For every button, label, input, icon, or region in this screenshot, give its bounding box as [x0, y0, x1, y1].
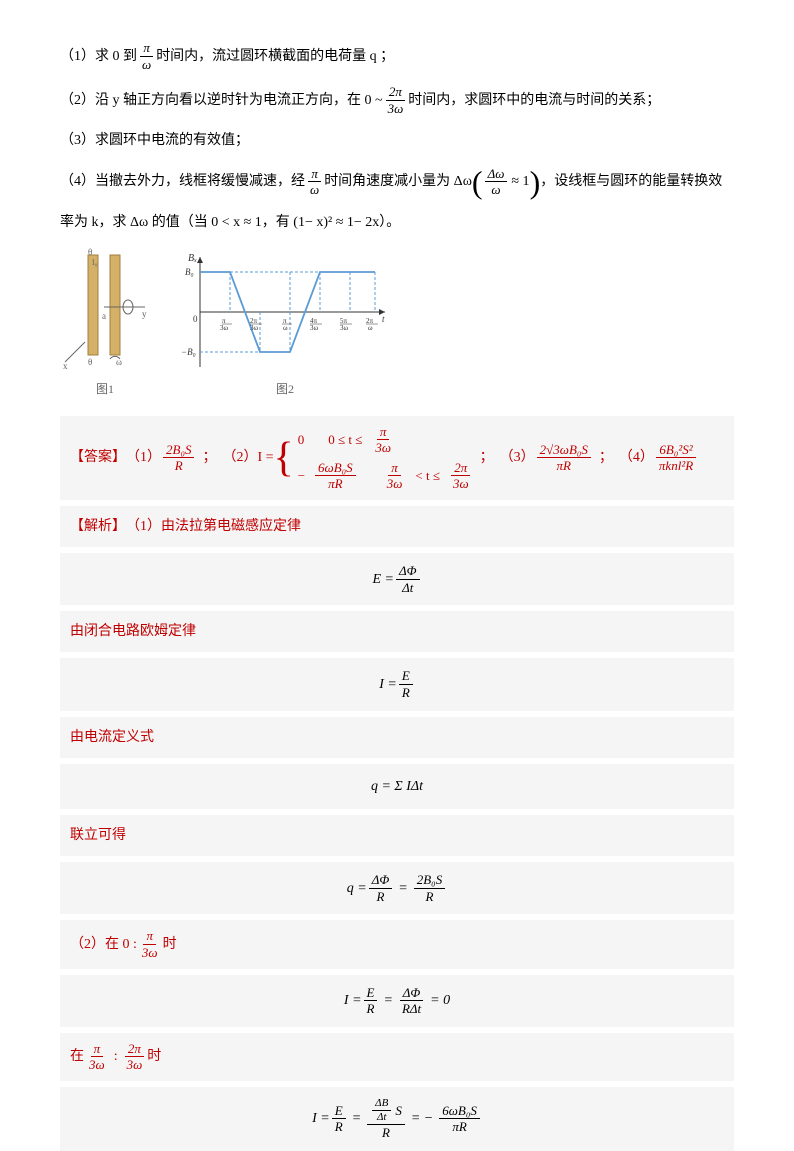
- svg-text:−B₀: −B₀: [181, 347, 196, 357]
- q4-mid1: 时间角速度减小量为 Δω: [324, 169, 472, 194]
- figure-2-svg: Bₓ B₀ −B₀ 0 t π 3ω 2π 3ω π ω: [180, 247, 390, 377]
- svg-text:Bₓ: Bₓ: [188, 253, 197, 264]
- a1-frac: 2B₀S R: [163, 442, 194, 474]
- svg-text:θ: θ: [88, 357, 92, 367]
- a1-pre: （1）: [126, 445, 161, 470]
- svg-text:x: x: [63, 361, 68, 371]
- eq2-frac: E R: [399, 668, 413, 700]
- figure-2: Bₓ B₀ −B₀ 0 t π 3ω 2π 3ω π ω: [180, 247, 390, 401]
- figure-1: x y a θ θ ω I₀ 图1: [60, 247, 150, 401]
- question-4: （4）当撤去外力，线框将缓慢减速，经 π ω 时间角速度减小量为 Δω Δω ω…: [60, 166, 734, 198]
- eq1-frac: ΔΦ Δt: [396, 563, 420, 595]
- figure-1-svg: x y a θ θ ω I₀: [60, 247, 150, 377]
- q2-post: 时间内，求圆环中的电流与时间的关系；: [408, 88, 660, 113]
- svg-text:ω: ω: [368, 324, 373, 332]
- a4-frac: 6B₀²S² πknl²R: [656, 442, 696, 474]
- a2-pre: （2）I =: [222, 445, 273, 470]
- answer-block: 【答案】 （1） 2B₀S R ； （2）I = { 0 0 ≤ t ≤ π3ω…: [60, 416, 734, 500]
- eq4-f2: 2B₀S R: [414, 872, 445, 904]
- a3-frac: 2√3ωB₀S πR: [537, 442, 591, 474]
- s2-text: 由闭合电路欧姆定律: [70, 619, 196, 644]
- q4-paren: Δω ω ≈ 1: [472, 166, 540, 198]
- a4-pre: （4）: [619, 445, 654, 470]
- eq-4: q = ΔΦ R = 2B₀S R: [60, 862, 734, 914]
- s6-post: 时: [147, 1044, 161, 1069]
- s6-pre: 在: [70, 1044, 84, 1069]
- svg-text:3ω: 3ω: [340, 324, 349, 332]
- q4-post1: ，设线框与圆环的能量转换效: [540, 169, 722, 194]
- question-3: （3）求圆环中电流的有效值；: [60, 128, 734, 153]
- svg-text:0: 0: [193, 314, 198, 324]
- solution-2: 由闭合电路欧姆定律: [60, 611, 734, 652]
- solution-5: （2）在 0 : π 3ω 时: [60, 920, 734, 968]
- svg-text:3ω: 3ω: [250, 324, 259, 332]
- q1-pre: （1）求 0 到: [60, 44, 137, 69]
- answer-label: 【答案】: [70, 445, 126, 470]
- s3-text: 由电流定义式: [70, 725, 154, 750]
- fig2-label: 图2: [276, 379, 294, 401]
- figures-row: x y a θ θ ω I₀ 图1 Bₓ B₀ −B₀ 0 t: [60, 247, 734, 401]
- eq4-f1: ΔΦ R: [369, 872, 393, 904]
- fig1-label: 图1: [96, 379, 114, 401]
- a3-pre: （3）: [500, 445, 535, 470]
- solution-label: 【解析】: [70, 514, 126, 539]
- a2-piecewise: { 0 0 ≤ t ≤ π3ω − 6ωB₀SπR π3ω < t ≤ 2π3ω: [274, 424, 474, 492]
- svg-text:I₀: I₀: [92, 258, 98, 267]
- svg-text:3ω: 3ω: [310, 324, 319, 332]
- svg-text:ω: ω: [283, 324, 288, 332]
- q4-frac1: π ω: [307, 166, 322, 198]
- s5-post: 时: [163, 932, 177, 957]
- svg-text:a: a: [102, 311, 106, 321]
- eq-2: I = E R: [60, 658, 734, 710]
- q1-frac: π ω: [139, 40, 154, 72]
- svg-text:B₀: B₀: [185, 267, 194, 277]
- eq-5: I = ER = ΔΦRΔt = 0: [60, 975, 734, 1027]
- svg-text:θ: θ: [88, 247, 92, 257]
- s1-text: （1）由法拉第电磁感应定律: [126, 514, 301, 539]
- q4-pre: （4）当撤去外力，线框将缓慢减速，经: [60, 169, 305, 194]
- svg-text:y: y: [142, 309, 147, 319]
- question-1: （1）求 0 到 π ω 时间内，流过圆环横截面的电荷量 q ；: [60, 40, 734, 72]
- solution-1: 【解析】 （1）由法拉第电磁感应定律: [60, 506, 734, 547]
- svg-text:t: t: [382, 314, 385, 324]
- q2-pre: （2）沿 y 轴正方向看以逆时针为电流正方向，在 0 ~: [60, 88, 383, 113]
- solution-6: 在 π3ω : 2π3ω 时: [60, 1033, 734, 1081]
- question-4b: 率为 k，求 Δω 的值（当 0 < x ≈ 1，有 (1− x)² ≈ 1− …: [60, 210, 734, 235]
- eq-6: I = ER = ΔBΔt S R = − 6ωB₀SπR: [60, 1087, 734, 1151]
- question-2: （2）沿 y 轴正方向看以逆时针为电流正方向，在 0 ~ 2π 3ω 时间内，求…: [60, 84, 734, 116]
- q1-post: 时间内，流过圆环横截面的电荷量 q ；: [156, 44, 394, 69]
- eq-3: q = Σ IΔt: [60, 764, 734, 809]
- solution-4: 联立可得: [60, 815, 734, 856]
- eq3-text: q = Σ IΔt: [371, 774, 423, 799]
- eq-1: E = ΔΦ Δt: [60, 553, 734, 605]
- q2-frac: 2π 3ω: [385, 84, 407, 116]
- svg-text:3ω: 3ω: [220, 324, 229, 332]
- s4-text: 联立可得: [70, 823, 126, 848]
- q4-line2: 率为 k，求 Δω 的值（当 0 < x ≈ 1，有 (1− x)² ≈ 1− …: [60, 210, 400, 235]
- s5-pre: （2）在 0 :: [70, 932, 137, 957]
- solution-3: 由电流定义式: [60, 717, 734, 758]
- q3-text: （3）求圆环中电流的有效值；: [60, 128, 249, 153]
- s5-frac: π 3ω: [139, 928, 161, 960]
